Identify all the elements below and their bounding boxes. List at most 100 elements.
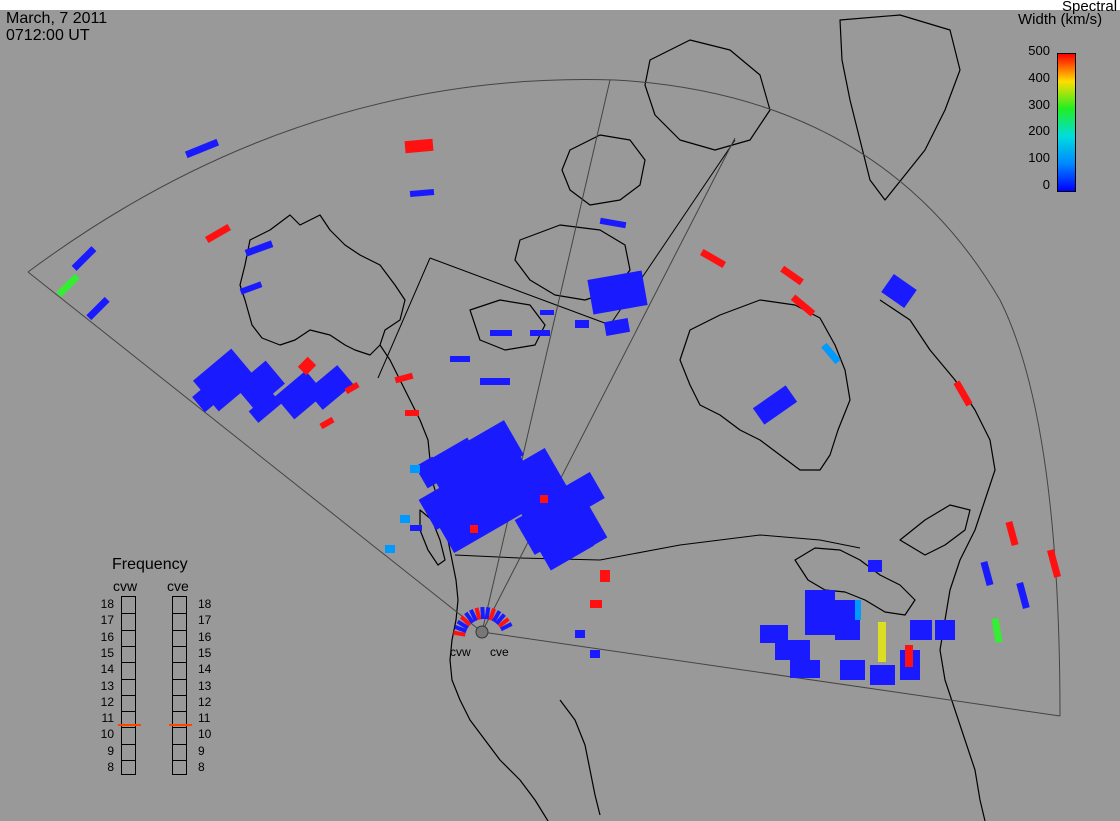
frequency-level-label: 15 bbox=[100, 645, 114, 660]
radar-cell bbox=[780, 265, 804, 286]
radar-cell bbox=[410, 525, 422, 531]
territory-line-1 bbox=[429, 257, 611, 326]
radar-cell bbox=[306, 365, 354, 410]
hudson-bay bbox=[679, 299, 851, 471]
arctic-island-3 bbox=[644, 39, 771, 151]
frequency-level-label: 14 bbox=[198, 662, 212, 677]
frequency-gridline bbox=[122, 613, 135, 615]
radar-cell bbox=[470, 525, 478, 533]
radar-cells bbox=[56, 138, 1062, 685]
radar-cell bbox=[760, 625, 788, 643]
radar-cell bbox=[935, 620, 955, 640]
radar-cell bbox=[603, 318, 631, 336]
radar-cell bbox=[192, 377, 228, 413]
frequency-gridline bbox=[173, 711, 186, 713]
frequency-level-label: 11 bbox=[198, 711, 211, 726]
radar-cell bbox=[184, 138, 220, 159]
radar-cell bbox=[297, 356, 317, 376]
radar-cell bbox=[344, 381, 360, 395]
radar-cell bbox=[319, 416, 335, 430]
radar-cell bbox=[540, 310, 554, 315]
radar-cell bbox=[991, 618, 1003, 643]
st-lawrence bbox=[899, 504, 971, 556]
radar-cell bbox=[409, 188, 435, 198]
radar-cell bbox=[400, 515, 410, 523]
frequency-level-label: 15 bbox=[198, 645, 212, 660]
radar-cell bbox=[868, 560, 882, 572]
frequency-gridline bbox=[122, 694, 135, 696]
frequency-level-label: 17 bbox=[198, 613, 212, 628]
fov-center-1 bbox=[481, 137, 736, 633]
radar-cell bbox=[599, 217, 627, 229]
frequency-level-label: 8 bbox=[107, 760, 114, 774]
frequency-level-label: 16 bbox=[100, 629, 114, 644]
frequency-gridline bbox=[173, 645, 186, 647]
radar-cell bbox=[500, 622, 513, 632]
radar-cell bbox=[790, 660, 820, 678]
radar-cell bbox=[980, 561, 994, 586]
colorbar-tick-label: 100 bbox=[1028, 150, 1050, 166]
frequency-gridline bbox=[122, 662, 135, 664]
frequency-gridline bbox=[173, 727, 186, 729]
frequency-gridline bbox=[173, 629, 186, 631]
frequency-marker bbox=[118, 724, 141, 727]
radar-cell bbox=[488, 608, 496, 621]
arctic-island-2 bbox=[561, 134, 646, 206]
radar-cell bbox=[905, 645, 913, 667]
radar-cell bbox=[474, 607, 482, 621]
frequency-level-label: 14 bbox=[100, 662, 114, 677]
radar-cell bbox=[840, 660, 865, 680]
radar-cell bbox=[805, 590, 835, 635]
radar-cell bbox=[490, 330, 512, 336]
frequency-col-west: cvw bbox=[113, 578, 138, 594]
radar-cell bbox=[881, 273, 917, 309]
frequency-level-label: 13 bbox=[100, 678, 114, 693]
radar-cell bbox=[464, 611, 475, 624]
radar-cell bbox=[587, 270, 648, 315]
frequency-col-east: cve bbox=[167, 578, 189, 594]
radar-cell bbox=[404, 138, 434, 154]
radar-cell bbox=[480, 606, 486, 620]
radar-cell bbox=[699, 248, 727, 269]
fov-center-2 bbox=[481, 79, 611, 633]
radar-cell bbox=[385, 545, 395, 553]
date-label: March, 7 2011 bbox=[6, 10, 108, 27]
frequency-level-label: 18 bbox=[198, 597, 212, 611]
colorbar-gradient bbox=[1057, 53, 1076, 192]
frequency-gridline bbox=[173, 760, 186, 761]
radar-cell bbox=[454, 625, 467, 634]
frequency-level-label: 10 bbox=[100, 727, 114, 742]
frequency-gridline bbox=[173, 743, 186, 745]
frequency-level-label: 8 bbox=[198, 760, 205, 774]
colorbar-title-line2: Width (km/s) bbox=[1018, 11, 1103, 28]
colorbar-tick-label: 500 bbox=[1028, 43, 1050, 58]
radar-cell bbox=[1046, 549, 1062, 578]
frequency-gridline bbox=[173, 694, 186, 696]
frequency-gridline bbox=[122, 645, 135, 647]
colorbar-tick-label: 0 bbox=[1042, 177, 1050, 192]
frequency-level-label: 13 bbox=[198, 678, 212, 693]
radar-label-west: cvw bbox=[450, 645, 471, 659]
radar-label-east: cve bbox=[490, 645, 509, 659]
radar-cell bbox=[590, 600, 602, 608]
fov-west-edge bbox=[27, 271, 483, 633]
radar-cell bbox=[775, 640, 810, 660]
fov-arc bbox=[27, 79, 1061, 717]
radar-cell bbox=[600, 570, 610, 582]
frequency-gridline bbox=[173, 662, 186, 664]
frequency-level-label: 17 bbox=[100, 613, 114, 628]
radar-cell bbox=[450, 356, 470, 362]
radar-cell bbox=[275, 370, 325, 420]
east-coast bbox=[879, 299, 996, 821]
colorbar-title-line1: Spectral bbox=[1062, 0, 1118, 15]
alaska-border bbox=[377, 257, 431, 379]
radar-cell bbox=[56, 273, 80, 298]
fov-outline bbox=[27, 79, 1061, 717]
radar-cell bbox=[71, 246, 97, 271]
frequency-column-east bbox=[169, 596, 192, 776]
radar-cell bbox=[494, 613, 506, 625]
radar-cell bbox=[953, 380, 973, 407]
radar-cell bbox=[405, 410, 419, 416]
greenland bbox=[839, 14, 961, 201]
